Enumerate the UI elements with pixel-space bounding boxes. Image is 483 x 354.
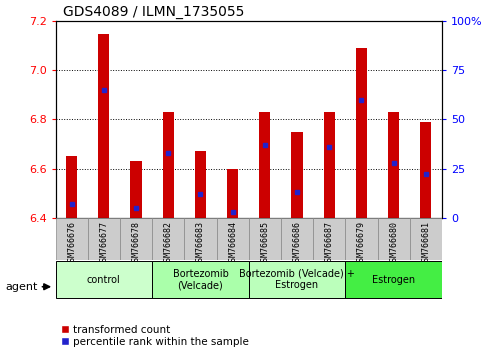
Text: GSM766678: GSM766678 <box>131 221 141 266</box>
Bar <box>388 112 399 218</box>
Bar <box>356 48 367 218</box>
Text: Bortezomib
(Velcade): Bortezomib (Velcade) <box>172 269 228 291</box>
Text: GSM766685: GSM766685 <box>260 221 270 266</box>
Bar <box>152 218 185 260</box>
Text: GSM766684: GSM766684 <box>228 221 237 266</box>
Bar <box>249 261 345 298</box>
Bar <box>410 218 442 260</box>
Bar <box>249 218 281 260</box>
Bar <box>378 218 410 260</box>
Bar <box>227 169 238 218</box>
Text: control: control <box>87 275 121 285</box>
Bar <box>88 218 120 260</box>
Bar <box>216 218 249 260</box>
Text: GDS4089 / ILMN_1735055: GDS4089 / ILMN_1735055 <box>63 5 245 19</box>
Legend: transformed count, percentile rank within the sample: transformed count, percentile rank withi… <box>61 325 249 347</box>
Bar <box>420 122 431 218</box>
Text: GSM766680: GSM766680 <box>389 221 398 266</box>
Text: agent: agent <box>6 282 38 292</box>
Bar <box>163 112 174 218</box>
Bar <box>56 218 88 260</box>
Bar <box>66 156 77 218</box>
Text: Bortezomib (Velcade) +
Estrogen: Bortezomib (Velcade) + Estrogen <box>239 269 355 291</box>
Bar <box>195 152 206 218</box>
Text: GSM766681: GSM766681 <box>421 221 430 266</box>
Bar <box>130 161 142 218</box>
Text: GSM766677: GSM766677 <box>99 221 108 266</box>
Bar <box>120 218 152 260</box>
Text: GSM766683: GSM766683 <box>196 221 205 266</box>
Bar <box>324 112 335 218</box>
Text: Estrogen: Estrogen <box>372 275 415 285</box>
Bar <box>185 218 216 260</box>
Bar <box>259 112 270 218</box>
Text: GSM766676: GSM766676 <box>67 221 76 266</box>
Bar <box>345 261 442 298</box>
Text: GSM766679: GSM766679 <box>357 221 366 266</box>
Bar <box>56 261 152 298</box>
Text: GSM766687: GSM766687 <box>325 221 334 266</box>
Text: GSM766682: GSM766682 <box>164 221 173 266</box>
Bar <box>281 218 313 260</box>
Bar <box>152 261 249 298</box>
Bar <box>98 34 110 218</box>
Bar <box>291 132 303 218</box>
Bar <box>345 218 378 260</box>
Text: GSM766686: GSM766686 <box>293 221 301 266</box>
Bar <box>313 218 345 260</box>
